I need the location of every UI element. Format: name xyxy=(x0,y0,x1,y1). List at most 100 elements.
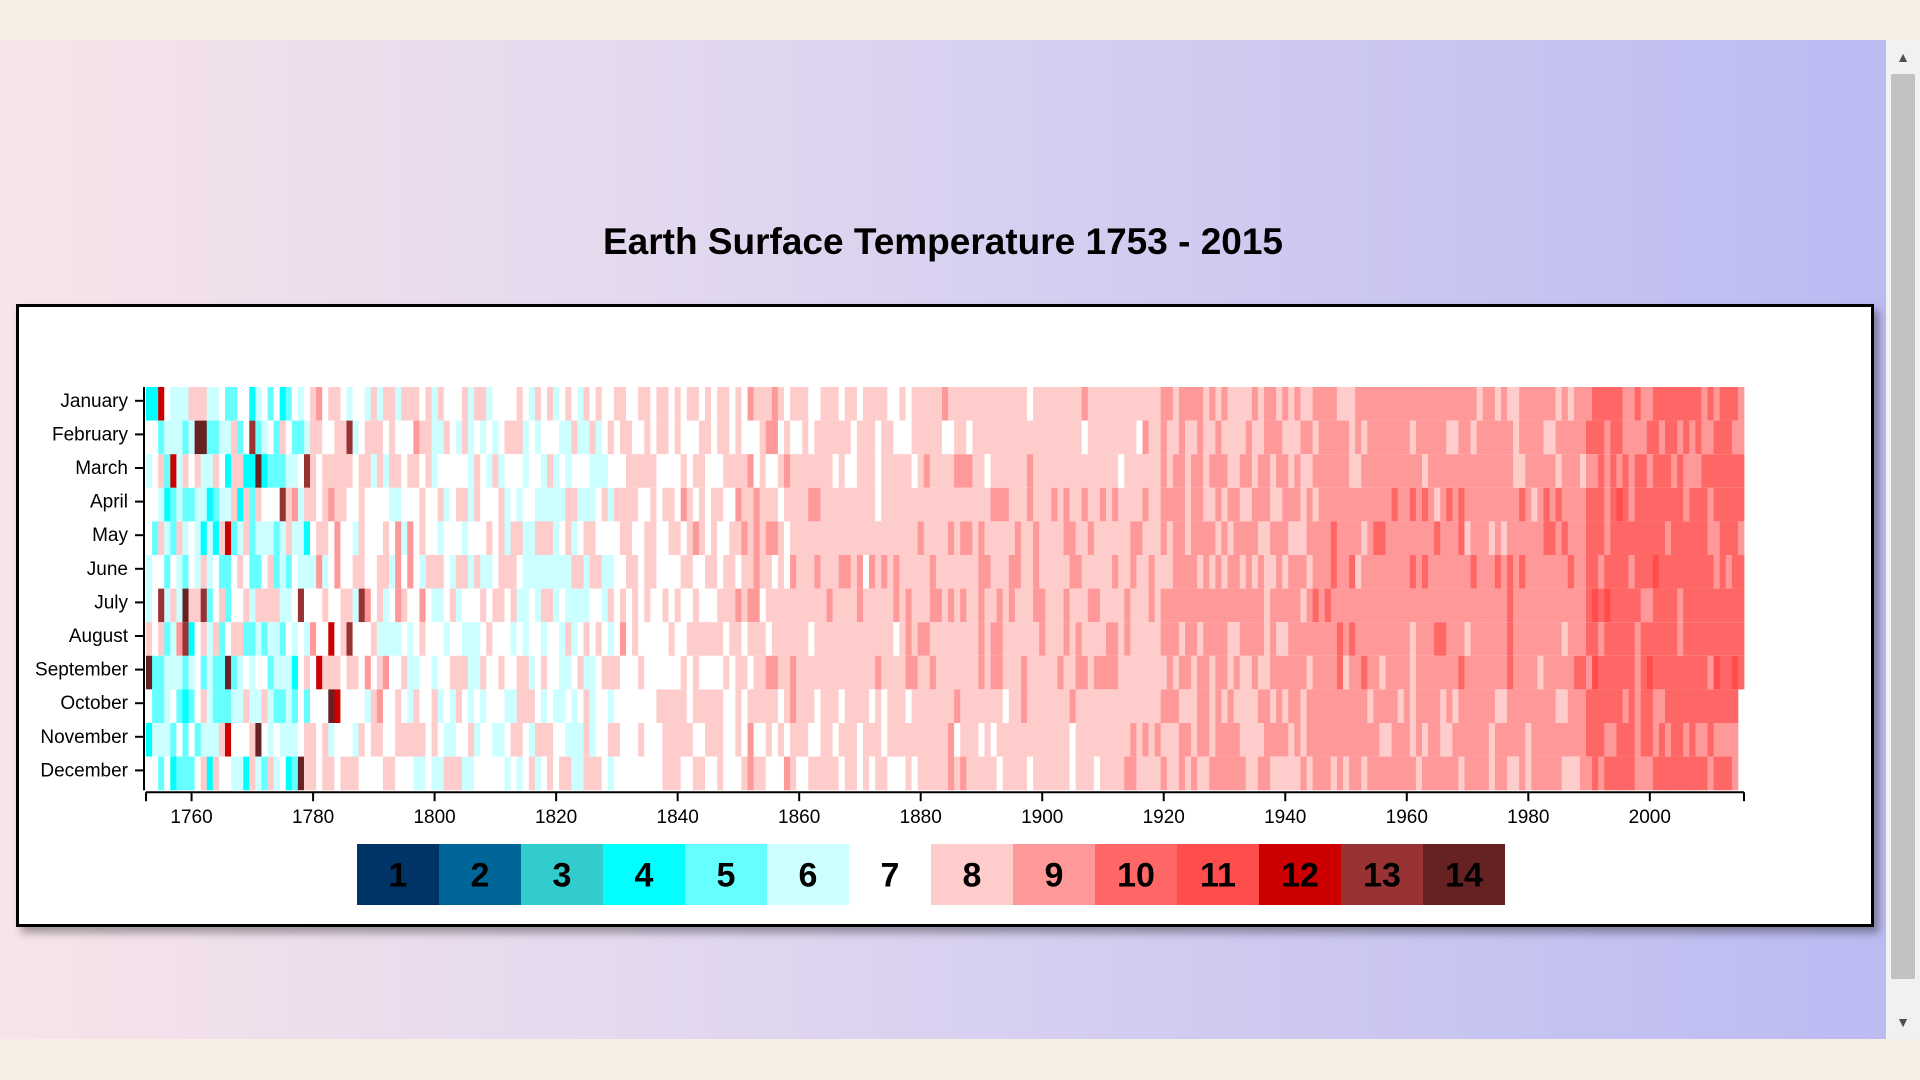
heatmap-cell xyxy=(1020,420,1028,455)
heatmap-cell xyxy=(486,487,493,522)
heatmap-cell xyxy=(1051,420,1058,455)
heatmap-cell xyxy=(340,521,347,555)
heatmap-cell xyxy=(249,723,256,757)
heatmap-cell xyxy=(1227,420,1235,455)
heatmap-cell xyxy=(1586,420,1593,455)
heatmap-cell xyxy=(1014,521,1022,555)
heatmap-cell xyxy=(1336,723,1344,757)
heatmap-cell xyxy=(1446,622,1453,656)
heatmap-cell xyxy=(1573,420,1581,455)
heatmap-cell xyxy=(1579,756,1587,791)
heatmap-cell xyxy=(492,655,499,690)
heatmap-cell xyxy=(571,689,578,723)
heatmap-cell xyxy=(1336,756,1344,791)
heatmap-cell xyxy=(668,387,676,421)
heatmap-cell xyxy=(1671,756,1678,791)
heatmap-cell xyxy=(1239,655,1247,690)
heatmap-cell xyxy=(1349,655,1356,690)
scroll-thumb[interactable] xyxy=(1891,74,1915,979)
heatmap-cell xyxy=(449,756,457,791)
heatmap-cell xyxy=(759,689,767,723)
heatmap-cell xyxy=(1300,487,1307,522)
heatmap-cell xyxy=(1142,387,1149,421)
heatmap-cell xyxy=(1033,521,1040,555)
heatmap-cell xyxy=(194,521,202,555)
heatmap-cell xyxy=(1537,555,1544,589)
heatmap-cell xyxy=(370,588,378,623)
heatmap-cell xyxy=(1373,521,1380,555)
heatmap-cell xyxy=(1567,622,1575,656)
heatmap-cell xyxy=(297,756,305,791)
scroll-up-icon[interactable]: ▲ xyxy=(1896,49,1910,65)
heatmap-cell xyxy=(1555,487,1563,522)
heatmap-cell xyxy=(1579,487,1587,522)
heatmap-cell xyxy=(382,521,390,555)
heatmap-cell xyxy=(1185,689,1192,723)
heatmap-cell xyxy=(893,689,900,723)
heatmap-cell xyxy=(844,420,852,455)
heatmap-cell xyxy=(632,756,639,791)
heatmap-cell xyxy=(984,521,991,555)
heatmap-cell xyxy=(1112,387,1119,421)
heatmap-cell xyxy=(1549,588,1557,623)
heatmap-cell xyxy=(1458,723,1465,757)
heatmap-cell xyxy=(674,555,682,589)
scroll-down-icon[interactable]: ▼ xyxy=(1896,1014,1910,1030)
heatmap-cell xyxy=(862,756,870,791)
heatmap-cell xyxy=(1069,689,1077,723)
heatmap-cell xyxy=(170,723,177,757)
heatmap-cell xyxy=(1257,723,1265,757)
heatmap-cell xyxy=(1300,387,1307,421)
heatmap-cell xyxy=(1130,555,1137,589)
heatmap-cell xyxy=(771,487,779,522)
heatmap-cell xyxy=(619,622,627,656)
heatmap-cell xyxy=(146,521,153,555)
heatmap-cell xyxy=(869,723,876,757)
heatmap-cell xyxy=(954,655,961,690)
heatmap-cell xyxy=(1081,420,1089,455)
heatmap-cell xyxy=(941,454,949,488)
heatmap-cell xyxy=(1513,689,1520,723)
heatmap-cell xyxy=(401,487,408,522)
heatmap-cell xyxy=(1470,555,1478,589)
heatmap-cell xyxy=(589,420,597,455)
heatmap-cell xyxy=(802,521,809,555)
heatmap-cell xyxy=(1634,655,1642,690)
heatmap-cell xyxy=(1093,756,1101,791)
heatmap-cell xyxy=(595,487,603,522)
heatmap-cell xyxy=(705,487,712,522)
heatmap-cell xyxy=(1464,521,1471,555)
heatmap-cell xyxy=(1282,555,1289,589)
heatmap-cell xyxy=(626,454,633,488)
heatmap-cell xyxy=(686,487,694,522)
heatmap-cell xyxy=(1057,387,1064,421)
heatmap-cell xyxy=(1458,655,1465,690)
heatmap-cell xyxy=(395,655,402,690)
heatmap-cell xyxy=(559,387,566,421)
heatmap-cell xyxy=(1118,689,1125,723)
heatmap-cell xyxy=(492,689,499,723)
heatmap-cell xyxy=(1312,387,1320,421)
heatmap-cell xyxy=(705,723,712,757)
heatmap-cell xyxy=(522,622,530,656)
heatmap-cell xyxy=(401,622,408,656)
heatmap-cell xyxy=(1458,555,1465,589)
heatmap-cell xyxy=(935,454,943,488)
heatmap-cell xyxy=(765,555,773,589)
heatmap-cell xyxy=(1513,387,1520,421)
heatmap-cell xyxy=(1294,655,1301,690)
heatmap-cell xyxy=(1282,521,1289,555)
heatmap-cell xyxy=(1689,622,1696,656)
heatmap-cell xyxy=(1507,689,1514,723)
heatmap-cell xyxy=(273,555,281,589)
heatmap-cell xyxy=(1124,588,1131,623)
heatmap-cell xyxy=(1707,454,1715,488)
heatmap-cell xyxy=(1604,555,1611,589)
x-tick-label: 1940 xyxy=(1264,807,1306,828)
heatmap-cell xyxy=(1665,588,1672,623)
heatmap-cell xyxy=(960,622,967,656)
heatmap-cell xyxy=(1324,756,1332,791)
heatmap-cell xyxy=(1112,454,1119,488)
x-axis: 1760 1780 1800 1820 1840 1860 1880 1900 1920 1940… xyxy=(145,791,1745,828)
vertical-scrollbar[interactable]: ▲ ▼ xyxy=(1886,40,1920,1039)
